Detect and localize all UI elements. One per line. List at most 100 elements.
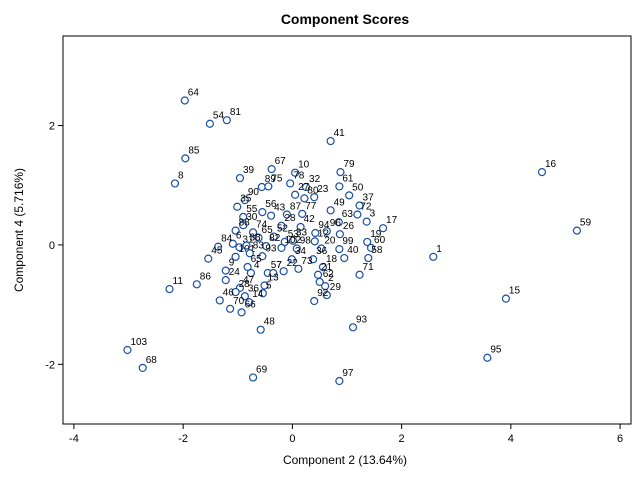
score-point <box>256 325 265 334</box>
score-point <box>138 363 147 372</box>
point-label: 101 <box>239 244 256 255</box>
y-tick-label: 0 <box>49 240 55 252</box>
point-label: 18 <box>326 254 338 265</box>
score-point <box>235 173 245 183</box>
point-label: 82 <box>269 233 281 244</box>
score-point <box>335 376 344 386</box>
point-label: 78 <box>293 170 305 181</box>
point-label: 61 <box>342 173 354 184</box>
point-label: 88 <box>239 218 251 229</box>
point-label: 73 <box>301 256 313 267</box>
score-point <box>429 252 438 261</box>
point-label: 65 <box>262 225 274 236</box>
score-point <box>334 218 343 227</box>
score-point <box>269 268 278 278</box>
point-label: 8 <box>178 170 184 181</box>
score-point <box>335 182 344 191</box>
score-point <box>239 212 248 221</box>
score-point <box>321 282 330 291</box>
score-point <box>326 206 335 215</box>
score-point <box>277 243 286 253</box>
point-label: 84 <box>221 234 233 245</box>
point-label: 59 <box>580 218 592 229</box>
point-label: 55 <box>246 204 258 215</box>
x-axis: -4 -2 0 2 4 6 <box>69 424 623 445</box>
score-point <box>310 237 319 246</box>
point-label: 52 <box>277 224 289 235</box>
point-label: 58 <box>371 245 383 256</box>
score-point <box>221 266 230 275</box>
point-label: 57 <box>271 260 283 271</box>
score-point <box>301 182 311 192</box>
point-label: 89 <box>265 174 277 185</box>
plot-frame <box>62 35 632 425</box>
point-label: 68 <box>146 355 158 366</box>
score-point <box>364 253 373 263</box>
point-label: 10 <box>298 160 310 171</box>
score-point <box>258 207 267 217</box>
point-label: 35 <box>240 194 252 205</box>
point-label: 34 <box>295 246 307 257</box>
point-label: 24 <box>229 267 241 278</box>
score-point <box>237 308 246 317</box>
score-point <box>242 241 251 250</box>
score-point <box>366 243 376 253</box>
point-label: 75 <box>271 173 283 184</box>
point-label: 72 <box>360 201 372 212</box>
score-point <box>243 262 252 272</box>
chart-title: Component Scores <box>281 11 410 27</box>
score-point <box>336 167 345 177</box>
score-point <box>291 168 300 177</box>
score-point <box>318 262 328 272</box>
score-point <box>335 245 344 254</box>
score-point <box>181 154 190 163</box>
score-point <box>254 233 263 242</box>
score-point <box>192 280 201 289</box>
score-point <box>233 202 242 211</box>
score-point <box>378 224 388 233</box>
score-point <box>362 217 371 226</box>
score-point <box>311 228 320 238</box>
point-label: 69 <box>256 364 268 375</box>
y-tick-label: -2 <box>45 359 55 371</box>
point-label: 27 <box>298 182 310 193</box>
score-point <box>326 136 335 146</box>
point-label: 86 <box>200 271 212 282</box>
score-point <box>248 373 258 382</box>
score-point <box>214 242 223 251</box>
score-point <box>310 296 319 306</box>
score-point <box>248 228 258 237</box>
score-point <box>291 190 300 199</box>
score-point <box>239 221 248 230</box>
point-label: 87 <box>290 201 302 212</box>
point-label: 93 <box>356 314 368 325</box>
point-label: 9 <box>229 258 235 269</box>
score-point <box>292 244 301 253</box>
point-label: 36 <box>316 246 328 257</box>
point-label: 30 <box>246 212 258 223</box>
score-point <box>245 298 254 307</box>
x-axis-label: Component 2 (13.64%) <box>283 453 407 467</box>
point-label: 46 <box>223 287 235 298</box>
score-point <box>264 182 273 191</box>
point-label: 60 <box>374 235 386 246</box>
score-point <box>315 277 324 287</box>
score-point <box>572 226 582 235</box>
score-point <box>260 281 269 290</box>
y-tick-label: 2 <box>49 121 55 133</box>
point-label: 13 <box>268 273 280 284</box>
point-label: 77 <box>305 201 317 212</box>
point-label: 83 <box>253 240 265 251</box>
point-label: 56 <box>265 199 277 210</box>
point-label: 102 <box>284 235 301 246</box>
score-point <box>340 253 349 263</box>
x-tick-label: 2 <box>399 433 405 445</box>
score-point <box>353 210 362 219</box>
x-tick-label: 0 <box>289 433 295 445</box>
score-point <box>287 255 296 264</box>
point-label: 37 <box>363 193 375 204</box>
point-label: 3 <box>370 209 376 220</box>
x-tick-label: -2 <box>178 433 188 445</box>
